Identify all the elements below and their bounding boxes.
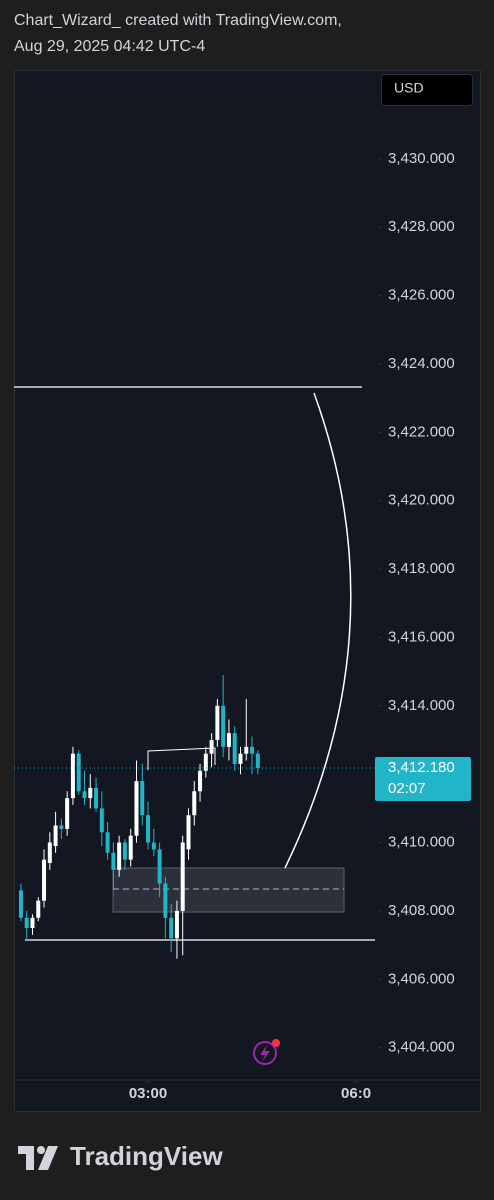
candle-body bbox=[30, 917, 35, 929]
candle-body bbox=[24, 917, 29, 929]
currency-label: USD bbox=[394, 80, 424, 96]
candle-body bbox=[232, 733, 237, 764]
candle-body bbox=[226, 733, 231, 747]
chart-panel bbox=[14, 70, 481, 1112]
y-tick-label: 3,422.000 bbox=[388, 423, 455, 440]
y-tick-label: 3,416.000 bbox=[388, 628, 455, 645]
candle-body bbox=[238, 753, 243, 764]
drawn-arc bbox=[284, 392, 352, 869]
candle-body bbox=[94, 787, 99, 809]
y-tick-label: 3,428.000 bbox=[388, 218, 455, 235]
footer-logo bbox=[18, 1146, 58, 1170]
candle-body bbox=[180, 842, 185, 911]
candle-body bbox=[70, 753, 75, 799]
candle-body bbox=[111, 852, 116, 870]
last-price-label: 3,412.180 bbox=[388, 759, 455, 776]
candle-body bbox=[88, 787, 93, 799]
candle-body bbox=[99, 808, 104, 833]
candle-body bbox=[198, 770, 203, 792]
countdown-label: 02:07 bbox=[388, 780, 426, 797]
header-line: Aug 29, 2025 04:42 UTC-4 bbox=[14, 38, 206, 55]
candle-body bbox=[146, 815, 151, 843]
candle-body bbox=[209, 740, 214, 754]
y-tick-label: 3,406.000 bbox=[388, 970, 455, 987]
y-tick-label: 3,420.000 bbox=[388, 492, 455, 509]
candle-body bbox=[221, 705, 226, 747]
y-tick-label: 3,410.000 bbox=[388, 834, 455, 851]
candle-body bbox=[203, 753, 208, 771]
y-tick-label: 3,408.000 bbox=[388, 902, 455, 919]
candle-body bbox=[169, 917, 174, 939]
candle-body bbox=[65, 798, 70, 829]
candle-body bbox=[47, 842, 52, 864]
candle-body bbox=[117, 842, 122, 870]
candle-body bbox=[250, 746, 255, 754]
footer-brand: TradingView bbox=[70, 1141, 223, 1171]
last-price-box bbox=[375, 757, 471, 802]
x-tick-label: 06:0 bbox=[341, 1085, 371, 1102]
candle-body bbox=[215, 705, 220, 740]
candle-body bbox=[105, 832, 110, 853]
currency-box[interactable] bbox=[381, 74, 473, 106]
y-tick-label: 3,426.000 bbox=[388, 287, 455, 304]
candle-body bbox=[53, 825, 58, 846]
candle-body bbox=[76, 753, 81, 792]
candle-body bbox=[255, 753, 260, 769]
candle-body bbox=[192, 791, 197, 816]
candle-body bbox=[128, 835, 133, 860]
y-tick-label: 3,430.000 bbox=[388, 150, 455, 167]
alert-icon[interactable] bbox=[253, 1039, 280, 1065]
candle-body bbox=[151, 842, 156, 850]
y-tick-label: 3,404.000 bbox=[388, 1039, 455, 1056]
x-tick-label: 03:00 bbox=[129, 1085, 167, 1102]
drawn-box bbox=[112, 867, 345, 913]
y-tick-label: 3,424.000 bbox=[388, 355, 455, 372]
candle-body bbox=[134, 781, 139, 836]
candle-body bbox=[36, 900, 41, 918]
candle-body bbox=[157, 849, 162, 884]
candle-body bbox=[140, 781, 145, 816]
candle-body bbox=[122, 842, 127, 860]
candle-body bbox=[163, 883, 168, 918]
candle-body bbox=[186, 815, 191, 850]
candle-body bbox=[18, 890, 23, 918]
candle-body bbox=[42, 859, 47, 901]
header-line: Chart_Wizard_ created with TradingView.c… bbox=[14, 12, 342, 29]
candle-body bbox=[59, 825, 64, 829]
y-tick-label: 3,418.000 bbox=[388, 560, 455, 577]
y-tick-label: 3,414.000 bbox=[388, 697, 455, 714]
candle-body bbox=[82, 791, 87, 799]
drawn-line bbox=[147, 747, 216, 770]
candle-body bbox=[244, 746, 249, 754]
candle-body bbox=[174, 910, 179, 939]
